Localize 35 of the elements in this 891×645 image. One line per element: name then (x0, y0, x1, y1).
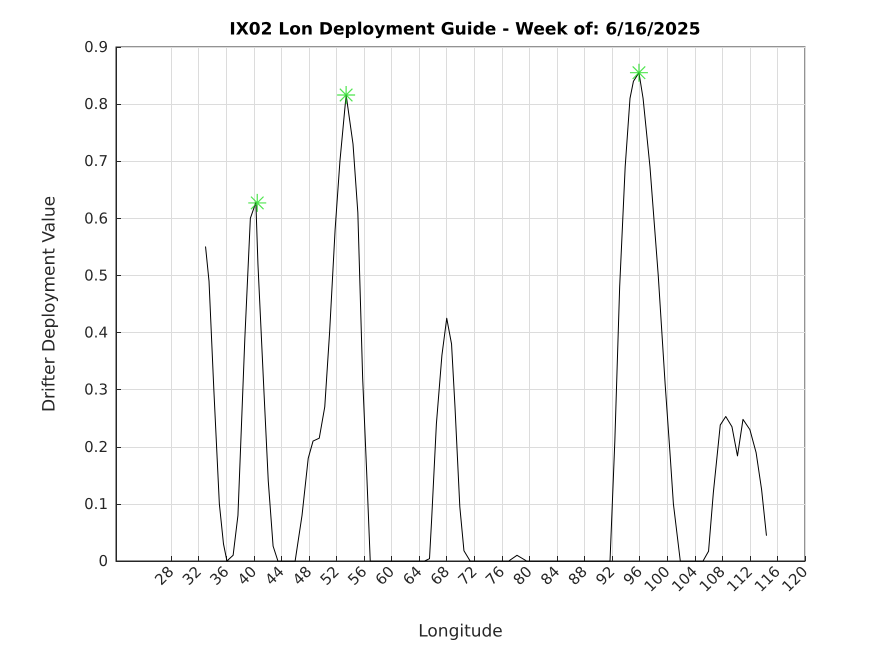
x-tick-label: 56 (344, 562, 370, 589)
x-tick-label: 40 (234, 562, 260, 589)
x-tick-label: 52 (316, 562, 343, 589)
y-tick-label: 0.4 (84, 324, 108, 342)
x-tick-label: 92 (592, 562, 618, 589)
x-tick-label: 44 (262, 562, 288, 589)
x-tick-label: 64 (399, 562, 426, 589)
point (336, 85, 356, 105)
y-tick-label: 0.1 (84, 494, 108, 513)
y-tick-label: 0.9 (84, 38, 108, 56)
y-axis-title: Drifter Deployment Value (40, 196, 60, 412)
chart-title: IX02 Lon Deployment Guide - Week of: 6/16/2025 (229, 20, 701, 40)
x-tick-label: 36 (206, 562, 233, 589)
x-tick-label: 32 (178, 562, 206, 589)
point (248, 193, 267, 213)
x-tick-label: 84 (537, 562, 564, 589)
x-axis-title: Longitude (418, 622, 503, 642)
point (629, 63, 649, 82)
line-series (205, 72, 767, 562)
y-tick-label: 0.2 (84, 438, 108, 456)
x-tick-label: 88 (564, 562, 591, 589)
y-tick-label: 0.5 (84, 266, 108, 284)
x-tick-label: 76 (482, 562, 508, 589)
x-tick-label: 48 (289, 562, 316, 589)
x-tick-label: 28 (151, 562, 178, 589)
y-tick-label: 0.8 (84, 95, 108, 114)
x-tick-label: 68 (426, 562, 454, 589)
x-tick-label: 80 (510, 562, 536, 589)
y-tick-label: 0.3 (84, 380, 108, 399)
y-tick-label: 0.6 (84, 209, 108, 228)
x-tick-label: 72 (454, 562, 481, 589)
x-tick-label: 120 (778, 562, 812, 596)
y-tick-label: 0.7 (84, 152, 108, 170)
y-tick-label: 0 (98, 552, 108, 570)
x-tick-label: 60 (372, 562, 398, 589)
